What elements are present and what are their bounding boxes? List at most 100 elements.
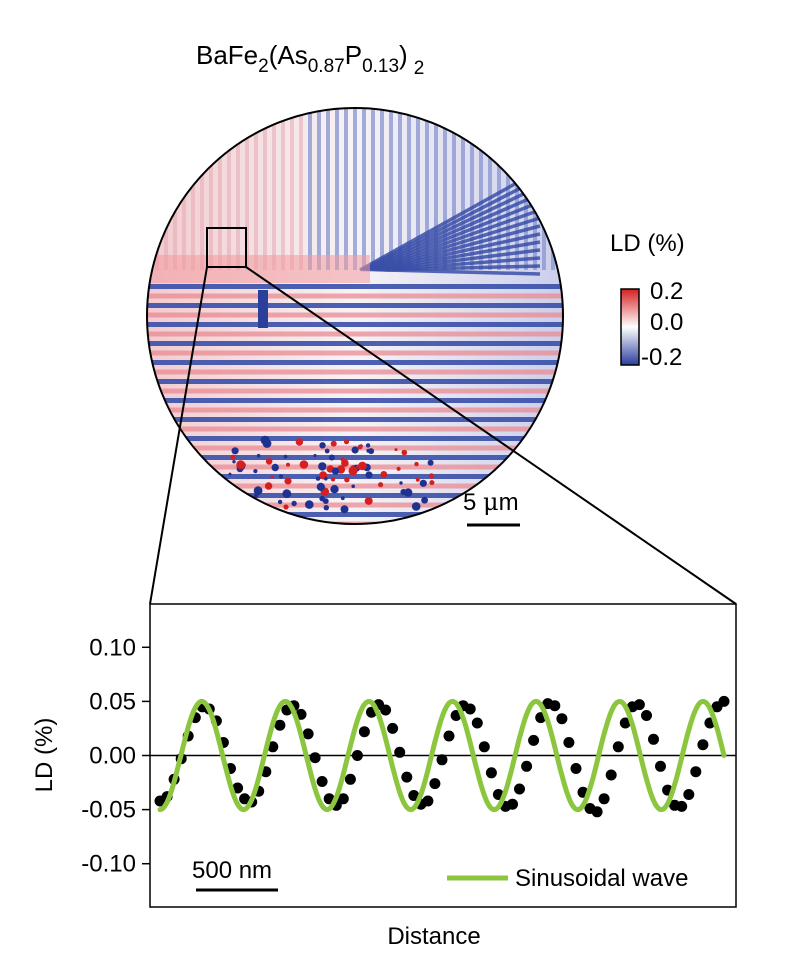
map-speckle <box>421 496 428 504</box>
data-point <box>387 722 399 734</box>
map-vertical-stripe <box>272 108 276 270</box>
map-speckle <box>277 499 283 505</box>
image-scalebar-label: 5 μm <box>463 488 519 516</box>
map-speckle <box>404 488 413 497</box>
map-vertical-stripe <box>443 108 447 270</box>
map-chevron-stripe <box>369 208 541 272</box>
data-point <box>641 710 652 721</box>
map-vertical-stripe <box>488 108 492 270</box>
map-vertical-stripe <box>389 108 393 270</box>
map-speckle <box>365 471 373 479</box>
map-vertical-stripe <box>461 108 465 270</box>
map-horizontal-stripe <box>147 331 563 337</box>
map-speckle <box>253 486 263 496</box>
map-vertical-stripe <box>227 108 231 270</box>
map-vertical-stripe <box>209 108 213 270</box>
map-horizontal-stripe <box>147 512 563 517</box>
colorbar <box>620 288 640 366</box>
map-speckle <box>415 477 420 482</box>
map-vertical-stripe <box>200 108 204 270</box>
map-speckle <box>264 482 273 490</box>
map-vertical-stripe <box>434 108 438 270</box>
data-point <box>619 717 631 729</box>
zoom-line-left <box>149 266 208 605</box>
data-point <box>549 700 561 712</box>
map-speckle <box>318 462 327 471</box>
data-point <box>718 695 730 707</box>
data-point <box>464 703 476 715</box>
map-speckle <box>305 500 314 509</box>
data-point <box>380 704 392 716</box>
map-speckle <box>282 489 292 499</box>
ld-map-outline <box>146 107 564 525</box>
y-tick-label: -0.10 <box>81 851 136 878</box>
map-speckle <box>228 472 232 476</box>
map-vertical-stripe <box>281 108 285 270</box>
data-point <box>556 713 568 725</box>
map-speckle <box>291 500 297 507</box>
map-vertical-stripe <box>236 108 240 270</box>
map-horizontal-stripe <box>147 379 563 384</box>
map-vertical-stripe <box>425 108 429 270</box>
data-point <box>309 752 321 764</box>
map-chevron-stripe <box>367 200 541 272</box>
map-vertical-stripe <box>344 108 348 270</box>
legend-label: Sinusoidal wave <box>515 865 688 892</box>
map-speckle <box>394 448 398 452</box>
map-speckle <box>330 440 337 447</box>
map-horizontal-stripe <box>147 521 563 524</box>
map-vertical-stripe <box>290 108 294 270</box>
data-point <box>478 741 490 753</box>
map-horizontal-stripe <box>147 350 563 356</box>
data-point <box>401 771 413 783</box>
map-horizontal-stripe <box>147 312 563 318</box>
map-horizontal-stripe <box>147 341 563 346</box>
data-point <box>443 730 455 742</box>
map-horizontal-stripe <box>147 417 563 422</box>
colorbar-label: LD (%) <box>610 230 685 257</box>
map-speckle <box>429 480 435 486</box>
map-vertical-stripe <box>569 100 573 270</box>
map-horizontal-stripe <box>147 398 563 403</box>
bottom-speckles <box>228 435 435 514</box>
map-speckle <box>270 475 274 479</box>
map-vertical-stripe <box>452 108 456 270</box>
y-tick-label: 0.10 <box>89 634 136 661</box>
map-vertical-stripe <box>416 108 420 270</box>
map-speckle <box>315 476 321 481</box>
map-speckle <box>319 442 326 449</box>
data-point <box>676 800 688 812</box>
map-speckle <box>357 444 363 450</box>
map-speckle <box>340 496 345 501</box>
map-vertical-stripe <box>245 108 249 270</box>
map-speckle <box>411 502 421 511</box>
map-vertical-stripe <box>147 108 150 270</box>
map-vertical-stripe <box>218 108 222 270</box>
map-vertical-stripe <box>380 108 384 270</box>
data-point <box>612 741 624 753</box>
map-vertical-stripe <box>542 108 546 270</box>
map-speckle <box>316 482 325 491</box>
data-point <box>633 699 645 711</box>
data-point <box>528 734 540 746</box>
map-speckle <box>348 466 358 476</box>
map-speckle <box>286 462 290 467</box>
plot-scalebar-label: 500 nm <box>192 857 272 884</box>
map-chevron-stripe <box>363 184 541 272</box>
data-point <box>648 733 659 745</box>
data-point <box>429 778 441 790</box>
map-speckle <box>351 484 356 489</box>
data-point <box>683 789 695 800</box>
map-speckle <box>271 463 279 472</box>
map-vertical-stripe <box>326 108 330 270</box>
map-vertical-stripe <box>335 108 339 270</box>
map-horizontal-stripe <box>147 360 563 365</box>
map-speckle <box>414 461 419 467</box>
map-speckle <box>260 435 270 445</box>
map-vertical-stripe <box>308 108 312 270</box>
map-horizontal-stripe <box>147 369 563 375</box>
map-speckle <box>351 446 359 454</box>
map-speckle <box>284 477 292 485</box>
data-point <box>274 719 286 731</box>
map-vertical-stripe <box>254 108 258 270</box>
